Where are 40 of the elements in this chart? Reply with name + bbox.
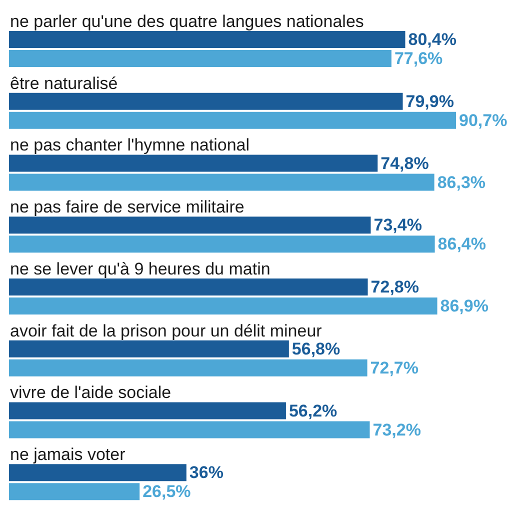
y-tick-label: avoir fait de la prison pour un délit mineur <box>10 321 322 340</box>
bar <box>9 112 456 129</box>
bar <box>9 154 378 172</box>
data-label: 36% <box>189 463 224 482</box>
data-label: 72,7% <box>370 358 418 378</box>
data-label: 86,4% <box>438 234 486 254</box>
bar <box>9 421 370 438</box>
data-label: 56,8% <box>292 339 340 358</box>
data-label: 72,8% <box>370 278 419 296</box>
data-label: 26,5% <box>142 482 191 502</box>
y-tick-label: ne pas faire de service militaire <box>10 198 244 217</box>
bar <box>9 50 392 67</box>
y-tick-label: ne jamais voter <box>10 445 126 464</box>
data-label: 86,3% <box>437 172 486 192</box>
data-label: 90,7% <box>459 110 508 130</box>
y-tick-label: ne pas chanter l'hymne national <box>10 136 250 155</box>
data-label: 73,2% <box>372 420 421 440</box>
data-label: 77,6% <box>394 49 443 68</box>
data-label: 74,8% <box>380 154 429 173</box>
bar <box>9 464 186 482</box>
bar <box>9 174 434 191</box>
data-label: 73,4% <box>374 216 422 235</box>
y-tick-label: ne parler qu'une des quatre langues nationales <box>10 12 364 31</box>
y-tick-label: vivre de l'aide sociale <box>10 383 172 402</box>
bar <box>9 31 406 48</box>
bar <box>9 278 368 296</box>
data-label: 86,9% <box>440 296 488 316</box>
bar <box>9 216 371 234</box>
bar <box>9 236 435 253</box>
bar <box>9 359 368 376</box>
bar <box>9 340 289 358</box>
bar <box>9 92 403 110</box>
bar <box>9 483 140 500</box>
bar <box>9 298 438 314</box>
data-label: 79,9% <box>406 92 454 111</box>
bar <box>9 402 286 420</box>
data-label: 56,2% <box>288 401 338 420</box>
y-tick-label: être naturalisé <box>10 74 118 93</box>
data-label: 80,4% <box>408 30 456 49</box>
y-tick-label: ne se lever qu'à 9 heures du matin <box>10 259 270 278</box>
